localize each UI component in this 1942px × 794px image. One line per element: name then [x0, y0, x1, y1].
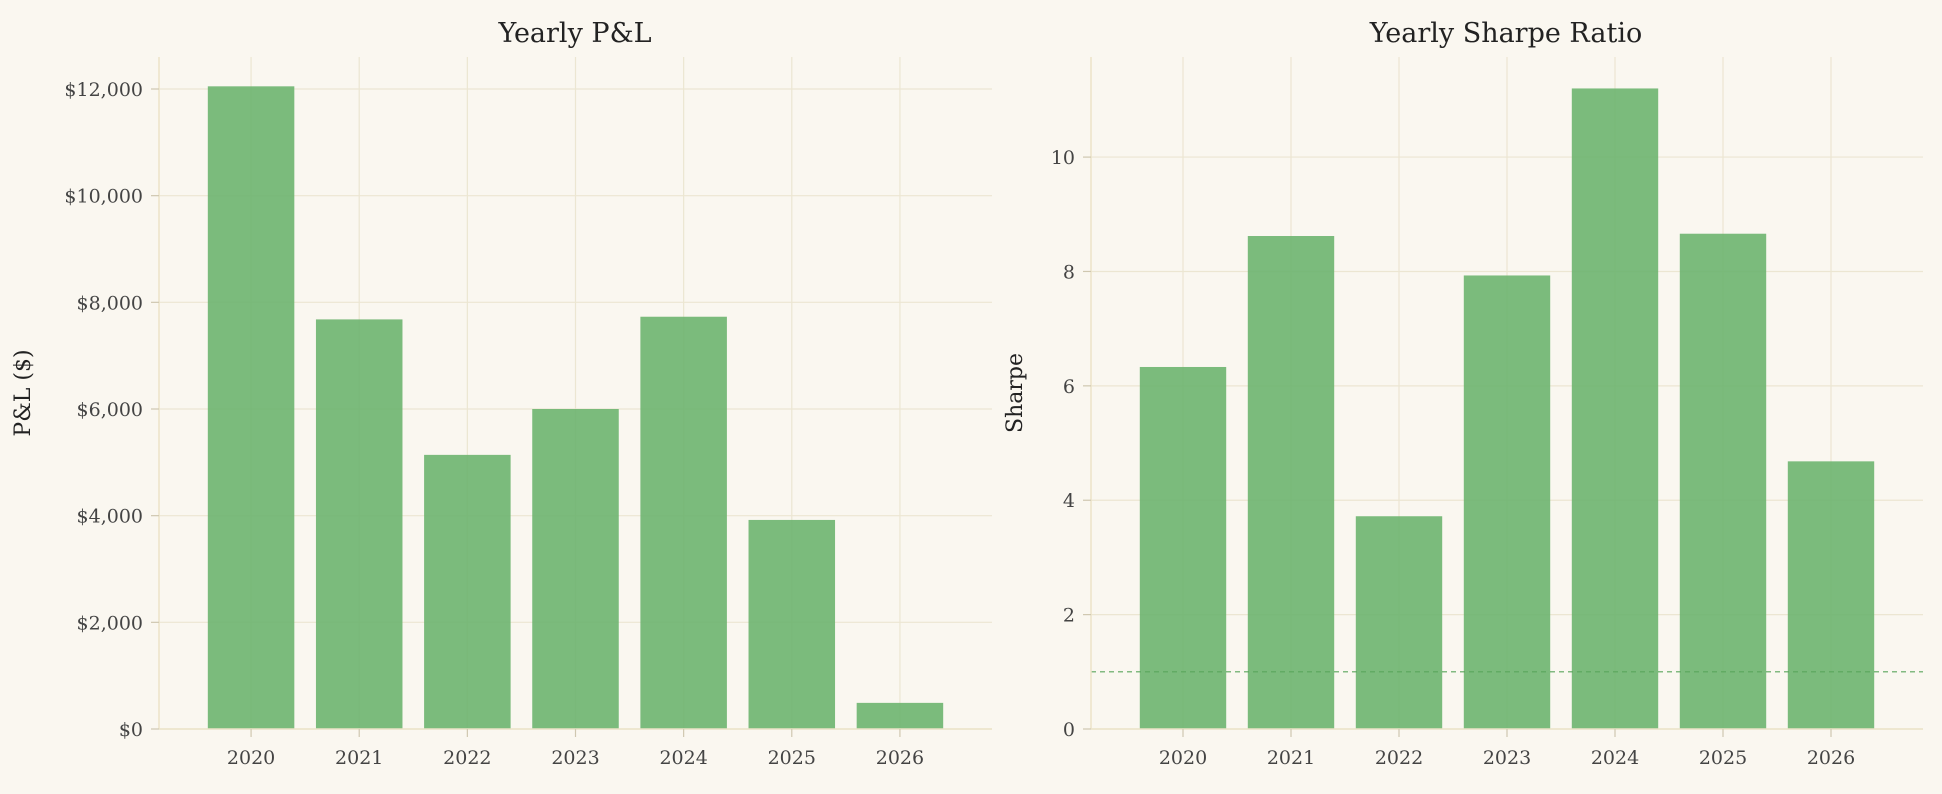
x-tick-label: 2024: [1591, 747, 1639, 769]
bar-2020: [207, 86, 295, 730]
bar-2022: [424, 454, 511, 729]
y-axis-label: P&L ($): [11, 349, 36, 436]
y-tick-label: $6,000: [77, 399, 143, 421]
x-tick-label: 2022: [443, 747, 491, 769]
chart-title: Yearly P&L: [497, 18, 651, 49]
x-tick-label: 2022: [1375, 747, 1423, 769]
chart-title: Yearly Sharpe Ratio: [1369, 18, 1642, 49]
bar-2021: [315, 319, 403, 729]
bar-2023: [532, 409, 619, 729]
bar-2023: [1463, 275, 1551, 729]
y-tick-label: $10,000: [64, 186, 143, 208]
y-tick-label: $0: [119, 719, 143, 741]
bar-2021: [1247, 236, 1335, 729]
y-tick-label: 6: [1063, 376, 1075, 398]
x-tick-label: 2021: [1267, 747, 1315, 769]
y-tick-label: 4: [1063, 490, 1075, 512]
x-tick-label: 2023: [1483, 747, 1531, 769]
bar-2026: [1787, 461, 1875, 729]
x-tick-label: 2020: [227, 747, 275, 769]
bar-2024: [640, 316, 727, 729]
y-tick-label: $8,000: [77, 292, 143, 314]
x-tick-label: 2025: [768, 747, 816, 769]
bar-2026: [856, 702, 944, 729]
bar-2025: [748, 519, 836, 729]
y-tick-label: 0: [1063, 719, 1075, 741]
bar-2022: [1355, 516, 1443, 729]
x-tick-label: 2026: [876, 747, 924, 769]
x-tick-label: 2024: [659, 747, 707, 769]
bar-2025: [1679, 233, 1767, 730]
y-tick-label: $12,000: [64, 79, 143, 101]
x-tick-label: 2020: [1159, 747, 1207, 769]
x-tick-label: 2025: [1699, 747, 1747, 769]
y-tick-label: $2,000: [77, 612, 143, 634]
y-axis-label: Sharpe: [1003, 353, 1028, 433]
x-tick-label: 2026: [1807, 747, 1855, 769]
y-tick-label: 10: [1051, 147, 1075, 169]
y-tick-label: $4,000: [77, 506, 143, 528]
y-tick-label: 2: [1063, 605, 1075, 627]
y-tick-label: 8: [1063, 261, 1075, 283]
x-tick-label: 2021: [335, 747, 383, 769]
x-tick-label: 2023: [551, 747, 599, 769]
bar-2020: [1139, 366, 1227, 729]
chart-panel-2: 0 2 4 6 8 10 2020 2021 2022 2023 2024 2025 2026 Yearl…: [1003, 18, 1923, 769]
bar-2024: [1571, 88, 1659, 729]
chart-panel-1: $0 $2,000 $4,000 $6,000 $8,000 $10,000 $12,000…: [11, 18, 992, 769]
